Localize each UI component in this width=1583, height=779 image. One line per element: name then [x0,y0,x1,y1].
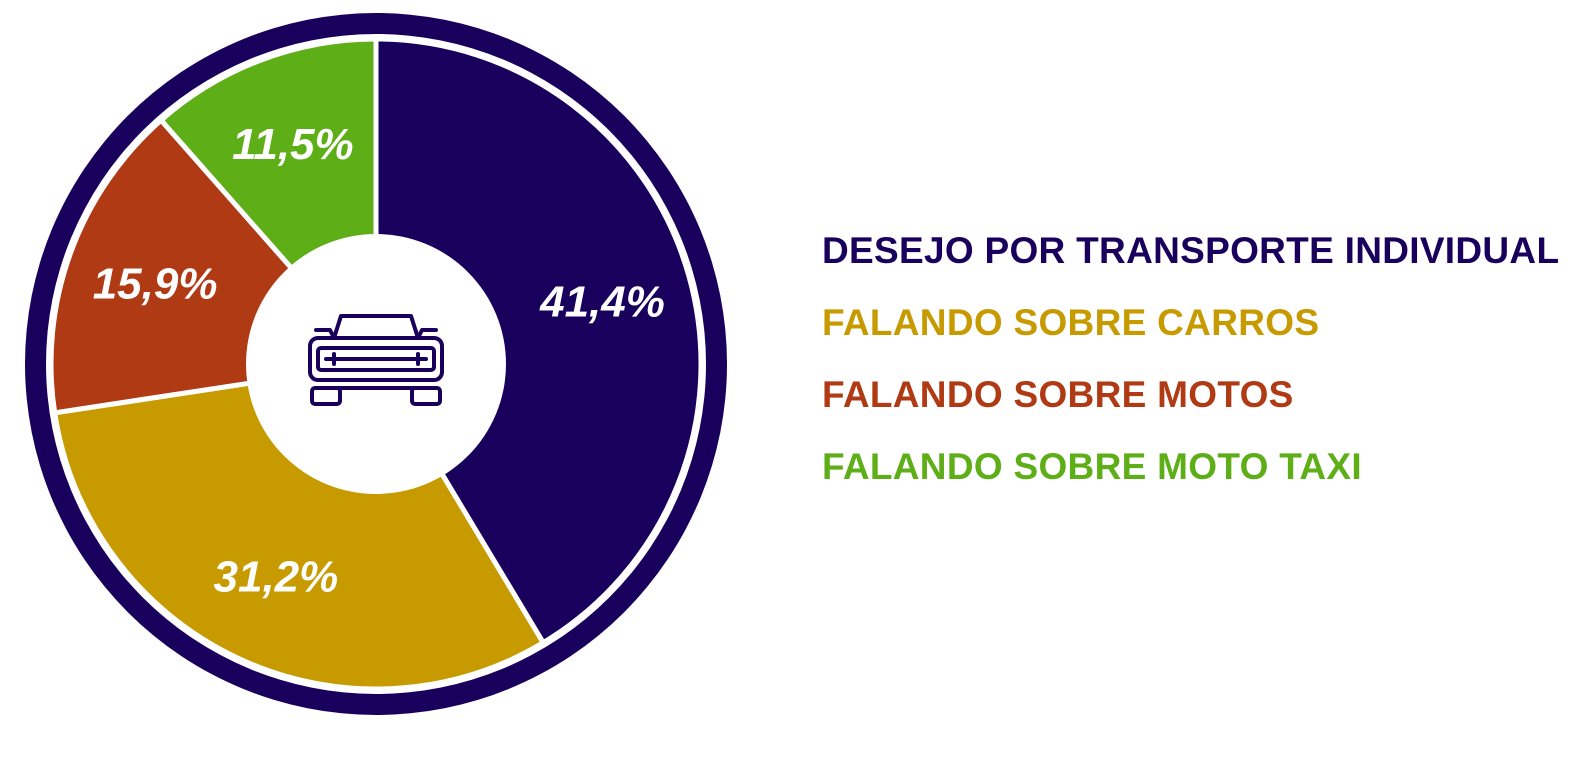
legend-item: FALANDO SOBRE MOTO TAXI [822,446,1362,487]
legend-item: DESEJO POR TRANSPORTE INDIVIDUAL [822,230,1560,271]
slice-labels-group: 41,4% 31,2% 15,9% 11,5% [93,120,665,601]
slice-value-label: 41,4% [539,277,665,326]
car-front-icon [308,314,444,406]
legend-item: FALANDO SOBRE MOTOS [822,374,1294,415]
slice-value-label: 15,9% [93,260,218,309]
slice-value-label: 11,5% [232,120,354,169]
donut-chart: 41,4% 31,2% 15,9% 11,5% [0,0,760,779]
slice-1 [373,36,704,646]
legend-item: FALANDO SOBRE CARROS [822,302,1320,343]
legend: DESEJO POR TRANSPORTE INDIVIDUAL FALANDO … [822,226,1559,514]
slice-value-label: 31,2% [214,553,339,602]
center-hole [246,234,506,494]
donut-chart-svg: 41,4% 31,2% 15,9% 11,5% [25,13,727,715]
